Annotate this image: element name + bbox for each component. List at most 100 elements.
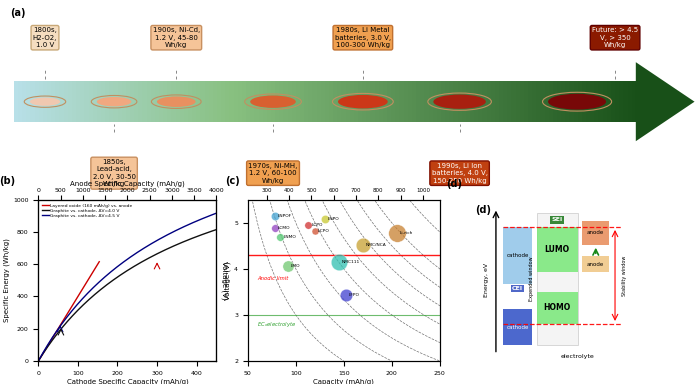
Bar xyxy=(470,81,474,122)
Text: electrolyte: electrolyte xyxy=(560,354,595,359)
Bar xyxy=(591,81,595,122)
Bar xyxy=(553,81,557,122)
Text: NMC111: NMC111 xyxy=(342,260,360,264)
Bar xyxy=(516,81,520,122)
Bar xyxy=(113,81,117,122)
Text: (a): (a) xyxy=(10,8,26,18)
Text: (d): (d) xyxy=(475,205,491,215)
X-axis label: Anode Specific Capacity (mAh/g): Anode Specific Capacity (mAh/g) xyxy=(70,180,185,187)
Text: LNMO: LNMO xyxy=(283,235,296,240)
Text: LUMO: LUMO xyxy=(544,245,570,254)
Bar xyxy=(512,81,516,122)
Point xyxy=(391,230,402,236)
Bar xyxy=(371,81,375,122)
Bar xyxy=(39,81,43,122)
Point xyxy=(269,225,281,231)
Text: LNPOF: LNPOF xyxy=(278,214,292,218)
Text: 1800s,
H2-O2,
1.0 V: 1800s, H2-O2, 1.0 V xyxy=(33,27,57,48)
Bar xyxy=(412,81,416,122)
Text: Energy, eV: Energy, eV xyxy=(484,263,489,297)
Bar xyxy=(325,81,329,122)
Bar xyxy=(416,81,420,122)
Bar xyxy=(598,81,602,122)
Text: Stability window: Stability window xyxy=(622,255,627,296)
Bar xyxy=(441,81,445,122)
Bar xyxy=(408,81,412,122)
Bar xyxy=(383,81,387,122)
Text: SEI: SEI xyxy=(551,217,563,222)
Bar xyxy=(537,213,578,345)
Legend: Layered oxide (160 mAh/g) vs. anode, Graphite vs. cathode, ΔV=4.0 V, Graphite vs: Layered oxide (160 mAh/g) vs. anode, Gra… xyxy=(40,202,135,220)
Bar xyxy=(142,81,147,122)
Bar xyxy=(503,227,532,283)
Bar xyxy=(561,81,565,122)
Bar xyxy=(275,81,279,122)
Bar xyxy=(258,81,262,122)
Text: cathode: cathode xyxy=(506,253,528,258)
Bar xyxy=(503,81,507,122)
Bar xyxy=(607,81,611,122)
Bar xyxy=(532,81,536,122)
Bar xyxy=(478,81,482,122)
Bar xyxy=(507,81,512,122)
Bar xyxy=(47,81,51,122)
Bar xyxy=(420,81,424,122)
Bar xyxy=(168,81,172,122)
Bar xyxy=(491,81,495,122)
Bar xyxy=(262,81,267,122)
X-axis label: Capacity (mAh/g): Capacity (mAh/g) xyxy=(313,379,374,384)
Bar xyxy=(615,81,619,122)
Bar xyxy=(147,81,151,122)
Text: 1980s, Li Metal
batteries, 3.0 V,
100-300 Wh/kg: 1980s, Li Metal batteries, 3.0 V, 100-30… xyxy=(335,27,391,48)
Bar xyxy=(461,81,466,122)
Text: LFPO: LFPO xyxy=(348,293,359,297)
Point xyxy=(334,259,345,265)
Bar xyxy=(196,81,200,122)
Y-axis label: Voltage (V): Voltage (V) xyxy=(221,261,228,300)
Bar xyxy=(632,81,636,122)
Bar xyxy=(64,81,68,122)
Bar xyxy=(570,81,574,122)
Bar xyxy=(495,81,499,122)
Bar xyxy=(192,81,196,122)
Bar xyxy=(395,81,399,122)
Text: Anodic limit: Anodic limit xyxy=(258,276,289,281)
Bar xyxy=(582,81,586,122)
Text: anode: anode xyxy=(587,262,604,267)
Bar xyxy=(540,81,544,122)
Bar xyxy=(574,81,578,122)
Bar xyxy=(602,81,607,122)
Bar xyxy=(346,81,350,122)
Text: 1970s, Ni-MH,
1.2 V, 60-100
Wh/kg: 1970s, Ni-MH, 1.2 V, 60-100 Wh/kg xyxy=(248,163,298,184)
Bar xyxy=(176,81,179,122)
Text: 1900s, Ni-Cd,
1.2 V, 45-80
Wh/kg: 1900s, Ni-Cd, 1.2 V, 45-80 Wh/kg xyxy=(153,27,200,48)
Bar xyxy=(159,81,163,122)
Bar xyxy=(466,81,470,122)
Bar xyxy=(544,81,549,122)
Bar xyxy=(366,81,371,122)
Bar xyxy=(27,81,31,122)
Bar xyxy=(134,81,138,122)
Point xyxy=(309,228,320,234)
Bar xyxy=(51,81,55,122)
Bar xyxy=(437,81,441,122)
Bar xyxy=(309,81,313,122)
Bar xyxy=(362,81,366,122)
Bar xyxy=(234,81,238,122)
Text: (d): (d) xyxy=(446,179,462,189)
Text: CEI: CEI xyxy=(512,286,523,291)
Circle shape xyxy=(30,98,60,106)
Bar xyxy=(31,81,35,122)
Polygon shape xyxy=(636,62,695,141)
Bar xyxy=(213,81,217,122)
Bar xyxy=(375,81,379,122)
Bar xyxy=(225,81,230,122)
Bar xyxy=(221,81,225,122)
Point xyxy=(357,242,369,248)
Bar xyxy=(445,81,450,122)
Text: bCPO: bCPO xyxy=(318,229,329,233)
Bar xyxy=(537,227,578,272)
Circle shape xyxy=(338,95,387,108)
Bar xyxy=(105,81,110,122)
Bar xyxy=(313,81,317,122)
